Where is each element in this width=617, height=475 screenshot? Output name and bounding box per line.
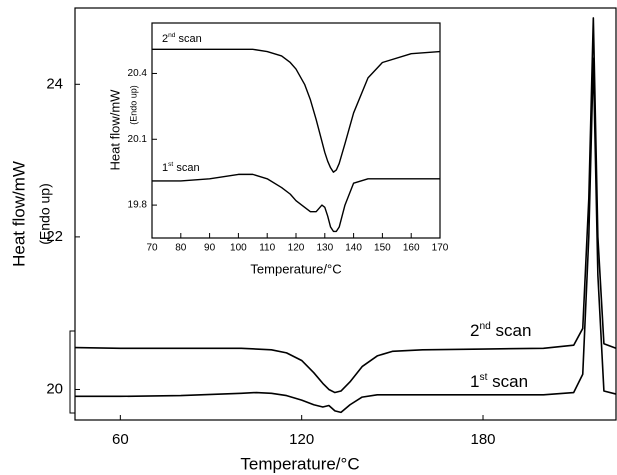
y-tick-label: 20.4 (128, 68, 148, 79)
y-axis-note: (Endo up) (37, 183, 53, 244)
x-tick-label: 80 (175, 243, 187, 254)
y-tick-label: 19.8 (128, 200, 148, 211)
series-line (152, 173, 440, 233)
x-axis-label: Temperature/°C (250, 261, 341, 276)
x-tick-label: 110 (259, 243, 275, 254)
x-tick-label: 170 (432, 243, 449, 254)
x-tick-label: 120 (288, 243, 305, 254)
x-axis-label: Temperature/°C (240, 454, 359, 473)
y-axis-label: Heat flow/mW (9, 161, 28, 267)
series-label: 1st scan (162, 161, 200, 174)
y-tick-label: 22 (46, 228, 63, 245)
x-tick-label: 100 (230, 243, 247, 254)
series-label: 2nd scan (162, 32, 202, 45)
plot-frame (151, 22, 441, 239)
y-tick-label: 20.1 (128, 134, 148, 145)
series-label: 2nd scan (470, 321, 531, 340)
series-line (152, 48, 441, 173)
x-tick-label: 180 (471, 431, 496, 448)
x-tick-label: 140 (345, 243, 362, 254)
y-axis-label: Heat flow/mW (107, 89, 122, 171)
x-tick-label: 70 (146, 243, 158, 254)
y-tick-label: 24 (46, 75, 63, 92)
x-tick-label: 130 (316, 243, 333, 254)
x-tick-label: 90 (204, 243, 216, 254)
x-tick-label: 150 (374, 243, 391, 254)
y-tick-label: 20 (46, 380, 63, 397)
x-tick-label: 120 (289, 431, 314, 448)
series-label: 1st scan (470, 372, 528, 391)
x-tick-label: 60 (112, 431, 129, 448)
series-line (75, 57, 617, 414)
y-axis-note: (Endo up) (128, 85, 138, 125)
series-line (74, 17, 617, 394)
x-tick-label: 160 (403, 243, 420, 254)
